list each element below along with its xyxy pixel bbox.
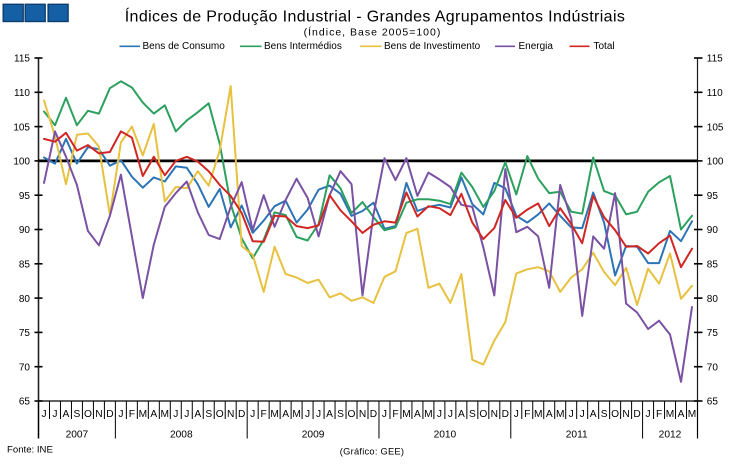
svg-text:110: 110 — [14, 88, 30, 99]
svg-text:80: 80 — [19, 294, 31, 305]
svg-text:J: J — [580, 409, 585, 420]
svg-text:(Índice, Base 2005=100): (Índice, Base 2005=100) — [304, 25, 442, 38]
svg-text:O: O — [348, 409, 356, 420]
svg-text:115: 115 — [707, 54, 723, 65]
svg-text:D: D — [370, 409, 377, 420]
svg-text:J: J — [448, 409, 453, 420]
svg-text:80: 80 — [707, 294, 719, 305]
svg-text:110: 110 — [707, 88, 723, 99]
svg-text:A: A — [194, 409, 201, 420]
svg-text:F: F — [656, 409, 662, 420]
svg-text:S: S — [74, 409, 81, 420]
svg-text:J: J — [173, 409, 178, 420]
svg-text:S: S — [205, 409, 212, 420]
svg-text:A: A — [414, 409, 421, 420]
svg-text:M: M — [270, 409, 279, 420]
svg-text:A: A — [282, 409, 289, 420]
svg-text:O: O — [216, 409, 224, 420]
svg-text:J: J — [52, 409, 57, 420]
svg-text:75: 75 — [19, 328, 31, 339]
svg-text:F: F — [261, 409, 267, 420]
svg-text:M: M — [161, 409, 170, 420]
svg-text:N: N — [95, 409, 102, 420]
svg-text:M: M — [402, 409, 411, 420]
svg-text:F: F — [524, 409, 530, 420]
svg-text:90: 90 — [19, 225, 31, 236]
svg-text:2010: 2010 — [434, 429, 457, 440]
svg-text:N: N — [491, 409, 498, 420]
svg-text:A: A — [458, 409, 465, 420]
svg-text:115: 115 — [14, 54, 30, 65]
svg-text:Total: Total — [594, 41, 615, 52]
svg-text:S: S — [337, 409, 344, 420]
svg-text:85: 85 — [19, 260, 31, 271]
svg-text:F: F — [392, 409, 398, 420]
svg-text:Bens de Consumo: Bens de Consumo — [143, 41, 226, 52]
svg-text:A: A — [326, 409, 333, 420]
svg-text:O: O — [84, 409, 92, 420]
svg-text:A: A — [590, 409, 597, 420]
svg-text:J: J — [41, 409, 46, 420]
svg-text:D: D — [106, 409, 113, 420]
svg-text:Índices de Produção Industrial: Índices de Produção Industrial - Grandes… — [125, 6, 626, 25]
svg-text:65: 65 — [19, 397, 31, 408]
svg-text:A: A — [546, 409, 553, 420]
svg-text:Bens Intermédios: Bens Intermédios — [264, 41, 342, 52]
svg-text:M: M — [139, 409, 148, 420]
svg-text:O: O — [479, 409, 487, 420]
svg-text:J: J — [250, 409, 255, 420]
svg-text:J: J — [514, 409, 519, 420]
svg-text:A: A — [678, 409, 685, 420]
svg-text:S: S — [601, 409, 608, 420]
svg-text:S: S — [469, 409, 476, 420]
svg-text:Bens de Investimento: Bens de Investimento — [384, 41, 481, 52]
svg-text:J: J — [305, 409, 310, 420]
svg-text:A: A — [150, 409, 157, 420]
svg-text:D: D — [502, 409, 509, 420]
svg-text:M: M — [534, 409, 543, 420]
svg-text:N: N — [622, 409, 629, 420]
svg-text:N: N — [227, 409, 234, 420]
svg-text:J: J — [437, 409, 442, 420]
svg-text:70: 70 — [707, 362, 719, 373]
svg-text:75: 75 — [707, 328, 719, 339]
svg-text:D: D — [238, 409, 245, 420]
svg-text:J: J — [184, 409, 189, 420]
svg-text:65: 65 — [707, 397, 719, 408]
svg-text:2009: 2009 — [302, 429, 325, 440]
svg-text:Fonte: INE: Fonte: INE — [7, 445, 53, 456]
svg-text:2008: 2008 — [170, 429, 193, 440]
svg-text:2011: 2011 — [566, 429, 588, 440]
svg-text:M: M — [666, 409, 675, 420]
svg-text:100: 100 — [13, 157, 30, 168]
svg-text:A: A — [63, 409, 70, 420]
svg-text:2007: 2007 — [66, 429, 89, 440]
svg-text:O: O — [611, 409, 619, 420]
svg-text:J: J — [316, 409, 321, 420]
svg-text:95: 95 — [707, 191, 719, 202]
svg-text:D: D — [633, 409, 640, 420]
svg-text:F: F — [129, 409, 135, 420]
svg-text:105: 105 — [707, 122, 724, 133]
svg-text:Energia: Energia — [519, 41, 554, 52]
svg-text:85: 85 — [707, 260, 719, 271]
svg-text:J: J — [646, 409, 651, 420]
svg-text:70: 70 — [19, 362, 31, 373]
svg-text:M: M — [556, 409, 565, 420]
svg-text:J: J — [382, 409, 387, 420]
svg-text:J: J — [569, 409, 574, 420]
svg-text:(Gráfico: GEE): (Gráfico: GEE) — [340, 447, 404, 457]
svg-text:M: M — [688, 409, 697, 420]
svg-text:95: 95 — [19, 191, 31, 202]
svg-text:M: M — [424, 409, 433, 420]
svg-text:J: J — [118, 409, 123, 420]
svg-text:2012: 2012 — [659, 429, 682, 440]
svg-text:90: 90 — [707, 225, 719, 236]
svg-text:105: 105 — [13, 122, 30, 133]
svg-text:N: N — [359, 409, 366, 420]
svg-text:100: 100 — [707, 157, 724, 168]
svg-text:M: M — [292, 409, 301, 420]
